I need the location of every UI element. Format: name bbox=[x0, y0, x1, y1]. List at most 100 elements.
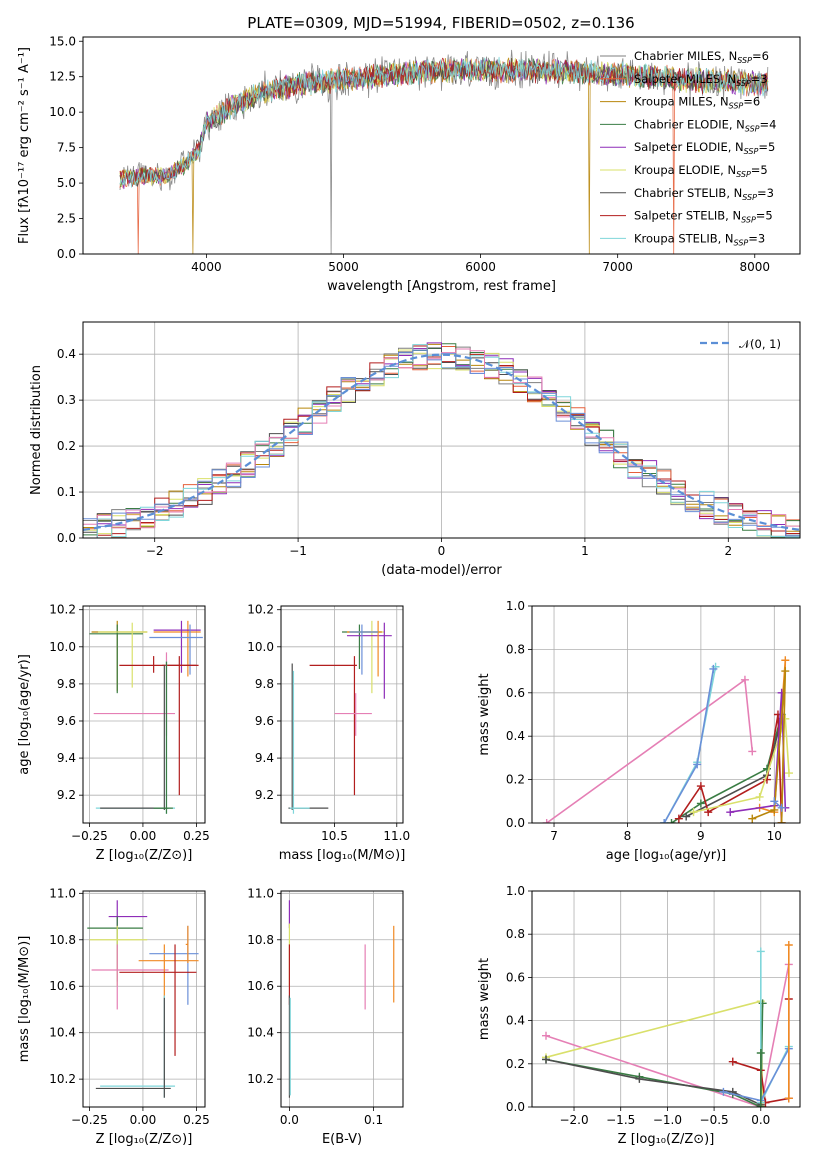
mass_vs_Z-ytick-label: 10.4 bbox=[49, 1026, 76, 1040]
mw_vs_age-marker bbox=[781, 667, 790, 676]
age_vs_mass-points bbox=[288, 620, 392, 814]
mw_vs_Z-marker bbox=[542, 1031, 551, 1040]
normal-curve bbox=[83, 353, 800, 531]
mw_vs_age-ytick-label: 0.6 bbox=[506, 686, 525, 700]
legend-label-tail: =3 bbox=[748, 231, 765, 245]
legend-label-sub: SSP bbox=[736, 79, 751, 88]
spectrum-ytick-label: 15.0 bbox=[49, 34, 76, 48]
legend-label-sub: SSP bbox=[736, 170, 751, 179]
residuals-xtick-label: −2 bbox=[146, 544, 164, 558]
mw_vs_age-xtick-label: 9 bbox=[697, 829, 705, 843]
legend-label-main: Kroupa STELIB, N bbox=[634, 231, 734, 245]
residuals-frame bbox=[82, 321, 801, 539]
legend-label-main: Salpeter ELODIE, N bbox=[634, 140, 744, 154]
mass_vs_Z-xtick-label: −0.25 bbox=[71, 1113, 108, 1127]
mw_vs_Z-ytick-label: 0.6 bbox=[506, 970, 525, 984]
spectrum-ytick-label: 7.5 bbox=[57, 141, 76, 155]
residuals-ytick-label: 0.3 bbox=[57, 393, 76, 407]
legend-label: Chabrier STELIB, NSSP=3 bbox=[634, 186, 774, 202]
mw_vs_Z-xtick-label: −1.5 bbox=[606, 1113, 635, 1127]
age_vs_Z-panel: −0.25 0.00 0.25 9.2 9.4 9.6 9.8 10.0 10.2 Z [log₁… bbox=[17, 603, 210, 863]
age_vs_mass-ytick-label: 9.6 bbox=[255, 714, 274, 728]
spectrum-ytick-label: 10.0 bbox=[49, 105, 76, 119]
mass_vs_ebv-panel: 0.0 0.1 10.2 10.4 10.6 10.8 11.0 E(B-V) bbox=[247, 886, 403, 1147]
mass_vs_Z-points bbox=[87, 900, 199, 1098]
mw_vs_Z-ytick-label: 0.4 bbox=[506, 1014, 525, 1028]
age_vs_mass-ytick-label: 10.0 bbox=[247, 640, 274, 654]
mw_vs_Z-frame bbox=[531, 890, 801, 1108]
mw_vs_Z-series-line bbox=[545, 964, 790, 1107]
mw_vs_age-series-line bbox=[730, 692, 787, 813]
mw_vs_Z-marker bbox=[542, 1055, 551, 1064]
mw_vs_Z-series-line bbox=[760, 951, 790, 1104]
mw_vs_age-ylabel: mass weight bbox=[477, 673, 492, 755]
mw_vs_age-marker bbox=[674, 814, 683, 823]
mw_vs_Z-marker bbox=[719, 1087, 728, 1096]
mw_vs_age-series-line bbox=[663, 668, 715, 823]
spectrum-xlabel: wavelength [Angstrom, rest frame] bbox=[327, 279, 556, 294]
age_vs_Z-ytick-label: 9.6 bbox=[57, 714, 76, 728]
age_vs_Z-ylabel: age [log₁₀(age/yr)] bbox=[17, 654, 32, 775]
legend-label-main: Salpeter STELIB, N bbox=[634, 209, 741, 223]
legend-label-main: Chabrier MILES, N bbox=[634, 49, 737, 63]
legend-label-tail: =5 bbox=[756, 209, 773, 223]
age_vs_mass-xtick-label: 10.5 bbox=[321, 829, 348, 843]
spectrum-lines bbox=[119, 49, 769, 254]
spectrum-series-line bbox=[119, 57, 769, 254]
spectrum-xtick-label: 8000 bbox=[739, 260, 770, 274]
legend-label-tail: =3 bbox=[751, 72, 768, 86]
spectrum-xtick-label: 6000 bbox=[465, 260, 496, 274]
mw_vs_Z-series-line bbox=[545, 1058, 762, 1106]
mw_vs_Z-xtick-label: −0.5 bbox=[700, 1113, 729, 1127]
residuals-ytick-label: 0.0 bbox=[57, 531, 76, 545]
age_vs_Z-ytick-label: 10.0 bbox=[49, 640, 76, 654]
mw_vs_Z-marker bbox=[756, 947, 765, 956]
mw_vs_age-marker bbox=[667, 819, 676, 823]
mw_vs_age-marker bbox=[784, 769, 793, 778]
mw_vs_Z-marker bbox=[756, 1103, 765, 1107]
age_vs_mass-xtick-label: 11.0 bbox=[383, 829, 410, 843]
legend-label-sub: SSP bbox=[741, 216, 756, 225]
legend-label: Salpeter ELODIE, NSSP=5 bbox=[634, 140, 775, 156]
age_vs_mass-ytick-label: 9.4 bbox=[255, 751, 274, 765]
mass_vs_Z-xlabel: Z [log₁₀(Z/Z⊙)] bbox=[96, 1132, 193, 1147]
mw_vs_age-marker bbox=[542, 819, 551, 823]
residuals-xtick-label: 1 bbox=[581, 544, 589, 558]
mass_vs_ebv-xtick-label: 0.1 bbox=[364, 1113, 383, 1127]
age_vs_mass-xlabel: mass [log₁₀(M/M⊙)] bbox=[279, 848, 406, 863]
mw_vs_age-marker bbox=[781, 656, 790, 665]
mw_vs_Z-marker bbox=[784, 1094, 793, 1103]
mw_vs_age-ytick-label: 1.0 bbox=[506, 599, 525, 613]
mw_vs_Z-xtick-label: 0.0 bbox=[751, 1113, 770, 1127]
mw_vs_age-marker bbox=[777, 803, 786, 812]
legend-label: Kroupa STELIB, NSSP=3 bbox=[634, 231, 765, 247]
residuals-xtick-label: −1 bbox=[289, 544, 307, 558]
spectrum-ylabel: Flux [fλ10⁻¹⁷ erg cm⁻² s⁻¹ A⁻¹] bbox=[17, 47, 32, 244]
legend-label-main: Kroupa MILES, N bbox=[634, 95, 729, 109]
mw_vs_age-ytick-label: 0.0 bbox=[506, 816, 525, 830]
spectrum-series-line bbox=[119, 58, 769, 254]
mass_vs_Z-ytick-label: 10.6 bbox=[49, 979, 76, 993]
mw_vs_Z-xtick-label: −1.0 bbox=[653, 1113, 682, 1127]
mw_vs_age-lines bbox=[542, 656, 793, 823]
residuals-xtick-label: 2 bbox=[724, 544, 732, 558]
mw_vs_age-xtick-label: 7 bbox=[550, 829, 558, 843]
mw_vs_age-marker bbox=[696, 782, 705, 791]
age_vs_mass-ytick-label: 9.2 bbox=[255, 788, 274, 802]
residual-histogram bbox=[83, 349, 800, 537]
mw_vs_Z-marker bbox=[784, 941, 793, 949]
mw_vs_age-ytick-label: 0.4 bbox=[506, 729, 525, 743]
mass_vs_Z-ytick-label: 10.8 bbox=[49, 933, 76, 947]
mw_vs_Z-ylabel: mass weight bbox=[477, 958, 492, 1040]
legend-label: Chabrier MILES, NSSP=6 bbox=[634, 49, 769, 65]
mw_vs_age-ytick-label: 0.2 bbox=[506, 773, 525, 787]
legend-label-main: Chabrier STELIB, N bbox=[634, 186, 742, 200]
mw_vs_Z-panel: −2.0 −1.5 −1.0 −0.5 0.0 0.0 0.2 0.4 0.6 0.8 1.0 Z [… bbox=[477, 884, 800, 1147]
age_vs_Z-xtick-label: −0.25 bbox=[71, 829, 108, 843]
mw_vs_age-series-line bbox=[546, 678, 754, 823]
residuals-xlabel: (data-model)/error bbox=[381, 563, 502, 578]
mw_vs_age-marker bbox=[748, 747, 757, 756]
spectrum-panel: 4000 5000 6000 7000 8000 0.0 2.5 5.0 7.5 10.0 12.5… bbox=[17, 34, 770, 294]
spectrum-ytick-label: 2.5 bbox=[57, 212, 76, 226]
